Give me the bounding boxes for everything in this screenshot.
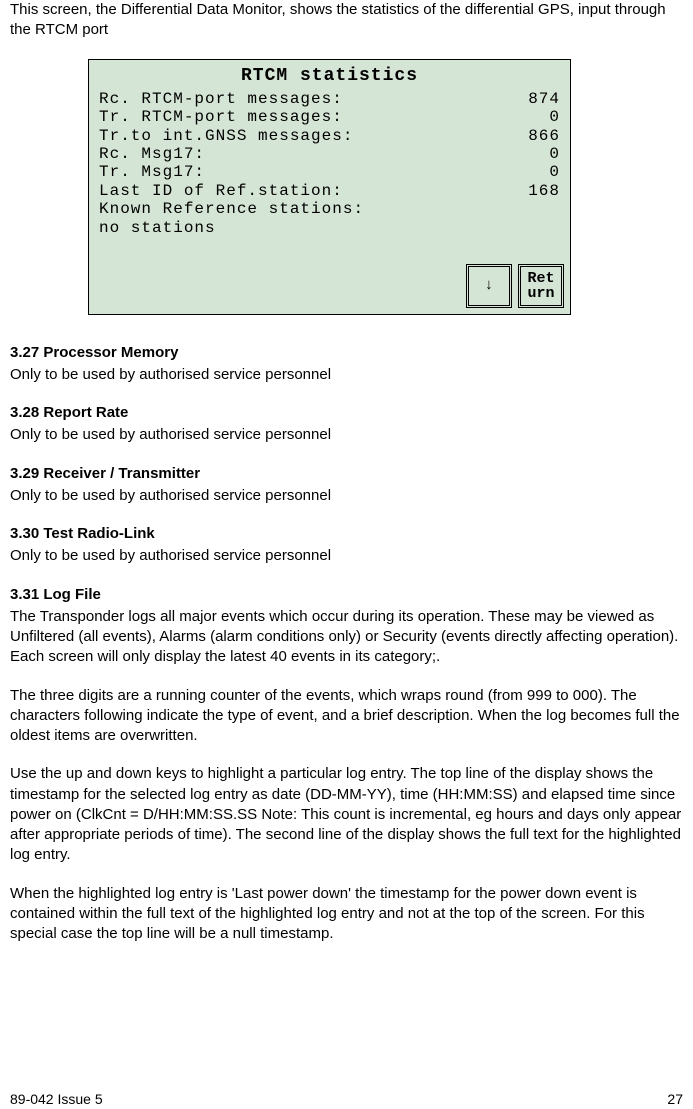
- section-body: Only to be used by authorised service pe…: [10, 546, 683, 566]
- screen-row: Rc. Msg17: 0: [99, 145, 560, 163]
- screen-row: Known Reference stations:: [99, 200, 560, 218]
- rtcm-screen: RTCM statistics Rc. RTCM-port messages: …: [88, 59, 571, 315]
- screen-row: Tr. Msg17: 0: [99, 163, 560, 181]
- stat-value: 866: [520, 127, 560, 145]
- stat-label: no stations: [99, 219, 216, 237]
- stat-label: Tr. RTCM-port messages:: [99, 108, 343, 126]
- down-arrow-button[interactable]: ↓: [466, 264, 512, 308]
- stat-value: 874: [520, 90, 560, 108]
- section-heading: 3.27 Processor Memory: [10, 343, 683, 363]
- screen-row: no stations: [99, 219, 560, 237]
- screen-title: RTCM statistics: [89, 60, 570, 88]
- section-heading: 3.31 Log File: [10, 585, 683, 605]
- section-body: Only to be used by authorised service pe…: [10, 365, 683, 385]
- logfile-paragraph: When the highlighted log entry is 'Last …: [10, 884, 683, 945]
- screen-row: Rc. RTCM-port messages: 874: [99, 90, 560, 108]
- screen-row: Last ID of Ref.station: 168: [99, 182, 560, 200]
- section-heading: 3.28 Report Rate: [10, 403, 683, 423]
- down-arrow-icon: ↓: [484, 278, 493, 293]
- stat-label: Last ID of Ref.station:: [99, 182, 343, 200]
- stat-value: [520, 219, 560, 237]
- return-label: Ret urn: [527, 271, 554, 301]
- section-heading: 3.30 Test Radio-Link: [10, 524, 683, 544]
- stat-label: Known Reference stations:: [99, 200, 364, 218]
- stat-value: 168: [520, 182, 560, 200]
- screen-body: Rc. RTCM-port messages: 874 Tr. RTCM-por…: [89, 88, 570, 237]
- stat-label: Rc. Msg17:: [99, 145, 205, 163]
- logfile-paragraph: The three digits are a running counter o…: [10, 686, 683, 747]
- stat-value: 0: [520, 163, 560, 181]
- footer-page-number: 27: [667, 1090, 683, 1109]
- section-body: Only to be used by authorised service pe…: [10, 425, 683, 445]
- stat-value: [520, 200, 560, 218]
- section-body: Only to be used by authorised service pe…: [10, 486, 683, 506]
- return-button[interactable]: Ret urn: [518, 264, 564, 308]
- section-heading: 3.29 Receiver / Transmitter: [10, 464, 683, 484]
- screen-row: Tr. RTCM-port messages: 0: [99, 108, 560, 126]
- intro-paragraph: This screen, the Differential Data Monit…: [10, 0, 683, 41]
- screen-row: Tr.to int.GNSS messages: 866: [99, 127, 560, 145]
- stat-label: Tr. Msg17:: [99, 163, 205, 181]
- logfile-paragraph: Use the up and down keys to highlight a …: [10, 764, 683, 865]
- stat-value: 0: [520, 145, 560, 163]
- stat-value: 0: [520, 108, 560, 126]
- logfile-paragraph: The Transponder logs all major events wh…: [10, 607, 683, 668]
- stat-label: Rc. RTCM-port messages:: [99, 90, 343, 108]
- footer-left: 89-042 Issue 5: [10, 1090, 103, 1109]
- stat-label: Tr.to int.GNSS messages:: [99, 127, 353, 145]
